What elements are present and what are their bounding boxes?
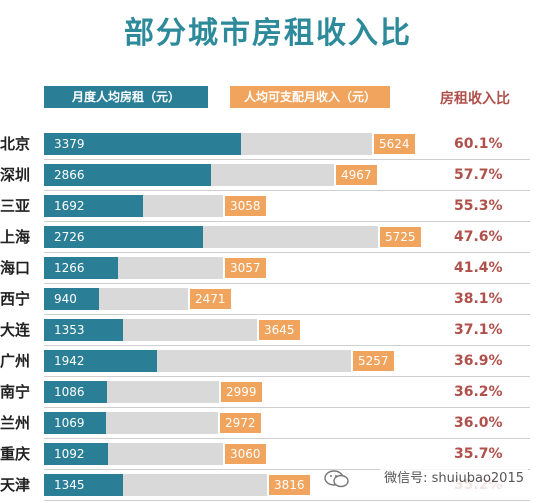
ratio-label: 37.1% [454,322,503,338]
income-value-label: 3816 [269,475,310,495]
rent-bar [44,381,107,403]
row-divider [44,407,530,408]
chart-row: 西宁 940 2471 38.1% [0,284,536,315]
chart-row: 海口 1266 3057 41.4% [0,253,536,284]
rent-value-label: 1692 [54,199,85,213]
ratio-label: 35.7% [454,446,503,462]
watermark-text: 微信号: shuiubao2015 [380,467,528,491]
chart-row: 重庆 1092 3060 35.7% [0,439,536,470]
income-value-label: 3058 [225,196,266,216]
rent-bar [44,257,118,279]
city-label: 大连 [0,321,31,339]
rent-bar [44,474,123,496]
ratio-label: 47.6% [454,229,503,245]
chart-row: 兰州 1069 2972 36.0% [0,408,536,439]
row-divider [44,314,530,315]
rent-value-label: 1942 [54,354,85,368]
income-value-label: 2999 [221,382,262,402]
rent-bar [44,319,123,341]
chart-row: 大连 1353 3645 37.1% [0,315,536,346]
city-label: 北京 [0,135,31,153]
income-value-label: 3057 [225,258,266,278]
city-label: 重庆 [0,445,31,463]
city-label: 西宁 [0,290,31,308]
row-divider [44,252,530,253]
row-divider [44,438,530,439]
legend-income: 人均可支配月收入（元） [230,86,390,108]
chart-row: 广州 1942 5257 36.9% [0,346,536,377]
chart-row: 深圳 2866 4967 57.7% [0,160,536,191]
chart-title: 部分城市房租收入比 [124,16,412,51]
rent-value-label: 1092 [54,447,85,461]
row-divider [44,469,530,470]
ratio-label: 38.1% [454,291,503,307]
wechat-icon [324,470,349,488]
income-value-label: 2471 [190,289,231,309]
rent-value-label: 1345 [54,478,85,492]
legend-ratio: 房租收入比 [440,91,510,107]
rent-value-label: 1266 [54,261,85,275]
city-label: 兰州 [0,414,31,432]
row-divider [44,283,530,284]
chart-row: 三亚 1692 3058 55.3% [0,191,536,222]
income-value-label: 5725 [380,227,421,247]
rent-value-label: 1353 [54,323,85,337]
row-divider [44,159,530,160]
rent-value-label: 940 [54,292,77,306]
income-value-label: 3060 [225,444,266,464]
rent-bar [44,195,143,217]
ratio-label: 36.0% [454,415,503,431]
rent-bar [44,288,99,310]
chart-row: 南宁 1086 2999 36.2% [0,377,536,408]
rent-value-label: 2866 [54,168,85,182]
row-divider [44,221,530,222]
row-divider [44,376,530,377]
rent-value-label: 2726 [54,230,85,244]
ratio-label: 55.3% [454,198,503,214]
city-label: 南宁 [0,383,31,401]
ratio-label: 36.9% [454,353,503,369]
ratio-label: 36.2% [454,384,503,400]
income-value-label: 5624 [374,134,415,154]
rent-bar [44,133,241,155]
legend-rent: 月度人均房租（元） [44,86,208,108]
city-label: 天津 [0,476,31,494]
rent-bar [44,164,211,186]
rent-bar [44,350,157,372]
rent-value-label: 1086 [54,385,85,399]
rent-bar [44,412,106,434]
city-label: 上海 [0,228,31,246]
row-divider [44,345,530,346]
ratio-label: 41.4% [454,260,503,276]
income-value-label: 3645 [259,320,300,340]
row-divider [44,500,530,501]
income-value-label: 4967 [336,165,377,185]
chart-row: 北京 3379 5624 60.1% [0,129,536,160]
rent-value-label: 3379 [54,137,85,151]
rent-bar [44,226,203,248]
row-divider [44,190,530,191]
ratio-label: 57.7% [454,167,503,183]
city-label: 海口 [0,259,31,277]
chart-row: 上海 2726 5725 47.6% [0,222,536,253]
rent-bar [44,443,108,465]
ratio-label: 60.1% [454,136,503,152]
city-label: 广州 [0,352,31,370]
city-label: 三亚 [0,197,31,215]
income-value-label: 5257 [353,351,394,371]
income-value-label: 2972 [220,413,261,433]
rent-value-label: 1069 [54,416,85,430]
city-label: 深圳 [0,166,31,184]
